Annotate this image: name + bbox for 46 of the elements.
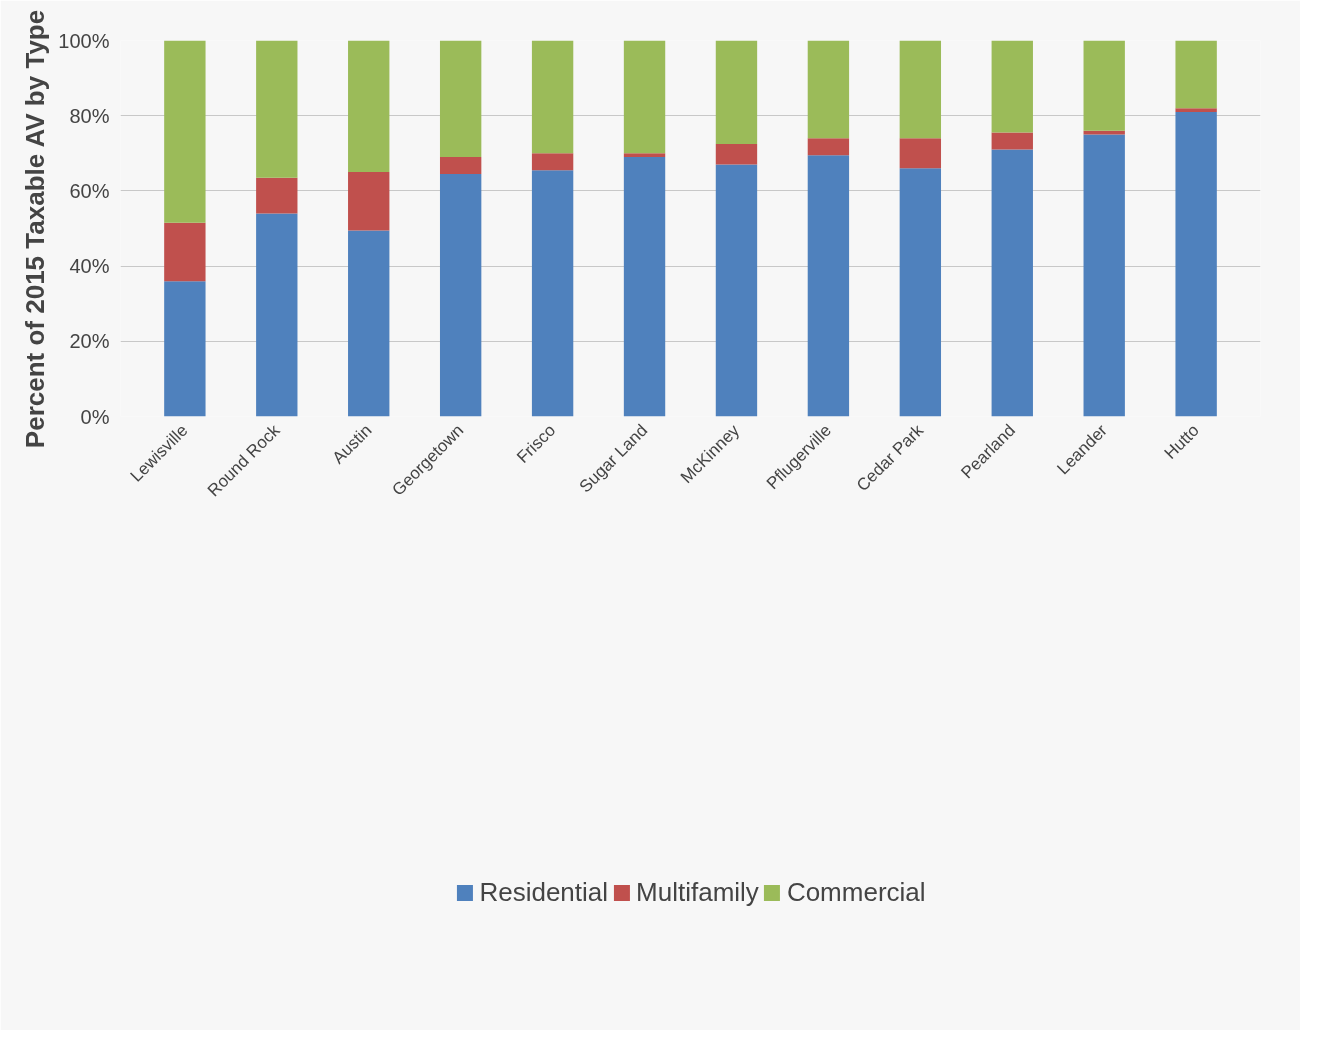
bar: [1175, 108, 1217, 112]
bar: [1175, 111, 1217, 417]
bar: [623, 157, 666, 417]
bar: [348, 230, 390, 417]
bar: [439, 173, 482, 417]
legend-label: Commercial: [786, 876, 926, 908]
bar: [256, 177, 298, 214]
bar: [439, 40, 482, 158]
bar: [1083, 134, 1125, 417]
bar: [991, 132, 1033, 150]
bar: [1083, 40, 1125, 131]
bar: [164, 281, 206, 417]
bar: [899, 40, 942, 139]
bar: [899, 168, 942, 417]
bar: [256, 213, 298, 417]
y-tick-label: 60%: [69, 179, 110, 202]
bar: [715, 143, 758, 165]
y-tick-label: 40%: [69, 255, 110, 278]
bar: [531, 170, 574, 417]
bar: [623, 153, 666, 158]
y-axis-title: Percent of 2015 Taxable AV by Type: [20, 9, 51, 449]
y-tick-label: 20%: [69, 330, 110, 353]
bar: [256, 40, 298, 178]
bar: [807, 155, 850, 417]
legend-label: Residential: [479, 876, 609, 908]
bar: [439, 157, 482, 174]
bar: [531, 40, 574, 154]
bar: [348, 172, 390, 231]
y-tick-label: 100%: [58, 29, 110, 52]
y-tick-label: 80%: [69, 104, 110, 127]
y-tick-label: 0%: [80, 405, 110, 428]
bar: [807, 138, 850, 156]
bar: [807, 40, 850, 139]
bar: [899, 138, 942, 169]
bar: [991, 40, 1033, 133]
bar: [991, 149, 1033, 417]
legend-label: Multifamily: [636, 876, 759, 908]
bar: [531, 153, 574, 171]
bar: [348, 40, 390, 173]
bar: [1175, 40, 1217, 109]
bar: [715, 40, 758, 144]
bar: [164, 222, 206, 282]
bar: [715, 164, 758, 417]
bar: [1083, 130, 1125, 135]
bar: [164, 40, 206, 223]
bar: [623, 40, 666, 154]
